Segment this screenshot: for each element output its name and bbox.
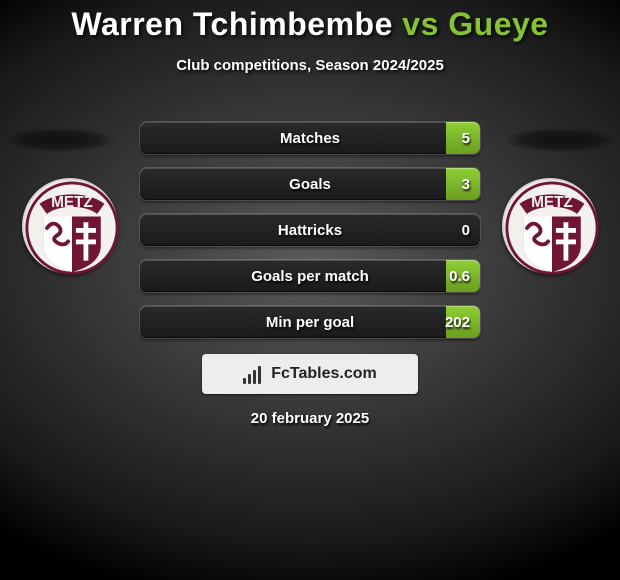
stat-row: Matches5 <box>140 122 480 154</box>
player2-name: Gueye <box>448 6 548 42</box>
vs-label: vs <box>402 6 439 42</box>
metz-crest-icon: METZ <box>504 180 600 276</box>
stat-label: Goals <box>140 168 480 200</box>
svg-text:METZ: METZ <box>531 194 573 211</box>
bars-icon <box>243 364 265 384</box>
stat-fill-right <box>446 306 480 338</box>
stat-label: Hattricks <box>140 214 480 246</box>
stat-label: Goals per match <box>140 260 480 292</box>
subtitle: Club competitions, Season 2024/2025 <box>0 57 620 74</box>
stat-value-right: 0 <box>462 214 470 246</box>
stat-fill-right <box>446 122 480 154</box>
brand-box: FcTables.com <box>202 354 418 394</box>
shadow-ellipse-left <box>5 128 115 152</box>
player1-name: Warren Tchimbembe <box>71 6 392 42</box>
stat-row: Min per goal202 <box>140 306 480 338</box>
stat-label: Min per goal <box>140 306 480 338</box>
stats-bars: Matches5Goals3Hattricks0Goals per match0… <box>140 122 480 352</box>
stat-fill-right <box>446 168 480 200</box>
stat-label: Matches <box>140 122 480 154</box>
comparison-card: Warren Tchimbembe vs Gueye Club competit… <box>0 0 620 580</box>
metz-crest-icon: METZ <box>24 180 120 276</box>
svg-text:METZ: METZ <box>51 194 93 211</box>
page-title: Warren Tchimbembe vs Gueye <box>0 6 620 43</box>
date-label: 20 february 2025 <box>0 410 620 427</box>
stat-row: Goals per match0.6 <box>140 260 480 292</box>
team-badge-right: METZ <box>502 178 598 274</box>
shadow-ellipse-right <box>505 128 615 152</box>
stat-fill-right <box>446 260 480 292</box>
brand-text: FcTables.com <box>271 365 377 383</box>
team-badge-left: METZ <box>22 178 118 274</box>
stat-row: Goals3 <box>140 168 480 200</box>
stat-row: Hattricks0 <box>140 214 480 246</box>
